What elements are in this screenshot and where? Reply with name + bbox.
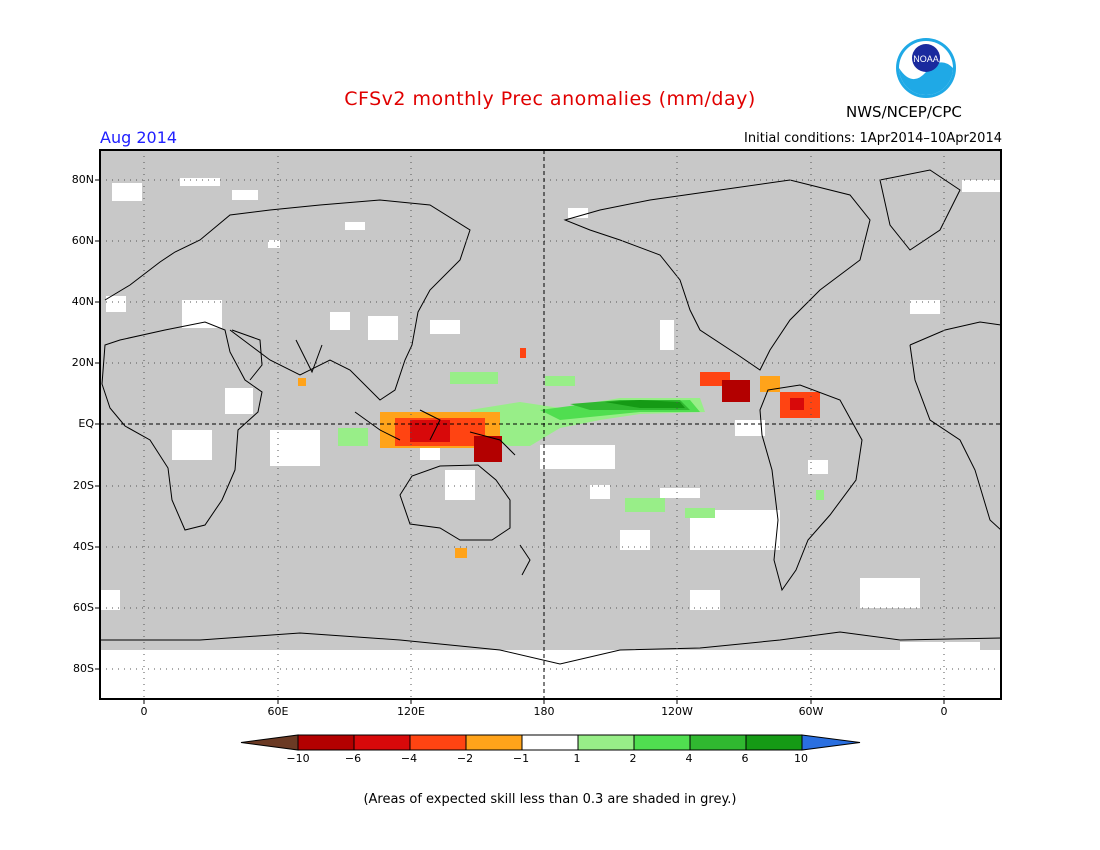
lat-label: 40N — [71, 295, 94, 308]
colorbar-label: 10 — [794, 752, 808, 765]
colorbar-segment — [633, 734, 691, 751]
lat-label: 80N — [71, 173, 94, 186]
colorbar-label: −6 — [344, 752, 362, 765]
lat-label: EQ — [78, 417, 94, 430]
colorbar-arrow-low — [240, 734, 299, 751]
lon-label: 60W — [798, 705, 824, 718]
lon-label: 180 — [533, 705, 555, 718]
organization-label: NWS/NCEP/CPC — [846, 103, 962, 121]
colorbar-segment — [689, 734, 747, 751]
colorbar-segment — [521, 734, 579, 751]
chart-title: CFSv2 monthly Prec anomalies (mm/day) — [344, 88, 756, 110]
colorbar-segment — [297, 734, 355, 751]
colorbar-label: 6 — [741, 752, 749, 765]
colorbar-arrow-high — [801, 734, 861, 751]
colorbar-label: −2 — [456, 752, 474, 765]
lat-label: 40S — [73, 540, 94, 553]
lon-label: 120W — [661, 705, 693, 718]
initial-conditions: Initial conditions: 1Apr2014–10Apr2014 — [744, 131, 1002, 146]
lat-label: 80S — [73, 662, 94, 675]
axis-ticks — [95, 179, 945, 704]
lat-label: 20N — [71, 356, 94, 369]
footer-note: (Areas of expected skill less than 0.3 a… — [363, 792, 737, 807]
lon-label: 0 — [940, 705, 948, 718]
colorbar-label: 1 — [573, 752, 581, 765]
colorbar-label: 2 — [629, 752, 637, 765]
colorbar-segment — [465, 734, 523, 751]
colorbar-label: 4 — [685, 752, 693, 765]
lon-label: 120E — [397, 705, 425, 718]
colorbar-segment — [745, 734, 803, 751]
coastlines — [100, 169, 1001, 665]
lon-label: 0 — [140, 705, 148, 718]
lat-label: 20S — [73, 479, 94, 492]
colorbar-segment — [577, 734, 635, 751]
equator-and-dateline — [100, 150, 1001, 699]
forecast-month: Aug 2014 — [100, 128, 178, 147]
lon-label: 60E — [267, 705, 289, 718]
colorbar-label: −10 — [286, 752, 310, 765]
gridlines — [100, 150, 1001, 699]
lat-label: 60S — [73, 601, 94, 614]
colorbar-label: −4 — [400, 752, 418, 765]
lat-label: 60N — [71, 234, 94, 247]
colorbar-segment — [409, 734, 467, 751]
wet-anomaly-areas — [338, 372, 824, 518]
neutral-anomaly-areas — [100, 178, 1001, 699]
colorbar-segment — [353, 734, 411, 751]
colorbar-label: −1 — [512, 752, 530, 765]
